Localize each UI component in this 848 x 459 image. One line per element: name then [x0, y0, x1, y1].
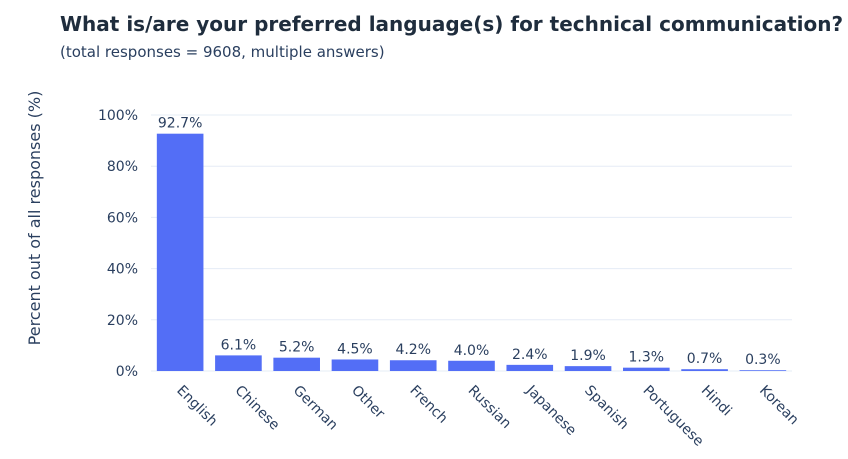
x-tick-label: Hindi	[698, 383, 735, 420]
y-tick-label: 60%	[107, 210, 138, 226]
y-tick-label: 0%	[116, 364, 138, 380]
data-label: 4.2%	[395, 342, 431, 358]
bar-korean	[739, 370, 787, 371]
x-tick-label: Other	[348, 383, 388, 423]
data-label: 4.0%	[454, 343, 490, 359]
y-tick-label: 80%	[107, 159, 138, 175]
data-label: 5.2%	[279, 340, 315, 356]
data-label: 2.4%	[512, 347, 548, 363]
data-label: 0.3%	[745, 352, 781, 368]
bar-other	[331, 359, 379, 371]
bar-portuguese	[623, 367, 670, 371]
bar-russian	[448, 360, 495, 371]
data-labels: 92.7% 6.1% 5.2% 4.5% 4.2% 4.0% 2.4% 1.9% 1.3% 0.7…	[158, 116, 781, 369]
bar-hindi	[681, 369, 728, 371]
bar-japanese	[506, 364, 554, 371]
data-label: 0.7%	[687, 351, 723, 367]
gridlines	[151, 114, 792, 372]
chart-title: What is/are your preferred language(s) f…	[60, 12, 844, 36]
bar-english	[156, 133, 204, 371]
data-label: 4.5%	[337, 341, 373, 357]
x-tick-label: Russian	[465, 383, 514, 432]
data-label: 1.3%	[629, 350, 665, 366]
bars	[156, 133, 787, 371]
y-axis-label: Percent out of all responses (%)	[25, 91, 44, 346]
y-tick-label: 20%	[107, 313, 138, 329]
x-tick-label: German	[290, 383, 341, 434]
bar-french	[389, 360, 437, 371]
x-tick-label: Spanish	[581, 383, 631, 433]
x-tick-label: Japanese	[522, 382, 579, 439]
x-axis-ticks: English Chinese German Other French Russian Ja…	[173, 382, 801, 450]
x-tick-label: Portuguese	[639, 383, 706, 450]
y-tick-label: 40%	[107, 262, 138, 278]
y-tick-label: 100%	[98, 108, 138, 124]
x-tick-label: Chinese	[232, 383, 283, 434]
bar-german	[273, 357, 320, 371]
data-label: 1.9%	[570, 348, 606, 364]
x-tick-label: Korean	[756, 383, 802, 429]
x-tick-label: French	[406, 383, 450, 427]
bar-spanish	[564, 366, 612, 371]
bar-chinese	[215, 355, 262, 371]
chart-subtitle: (total responses = 9608, multiple answer…	[60, 43, 385, 61]
data-label: 6.1%	[221, 337, 257, 353]
data-label: 92.7%	[158, 116, 202, 132]
y-axis-ticks: 0% 20% 40% 60% 80% 100%	[98, 108, 138, 380]
x-tick-label: English	[173, 383, 220, 430]
